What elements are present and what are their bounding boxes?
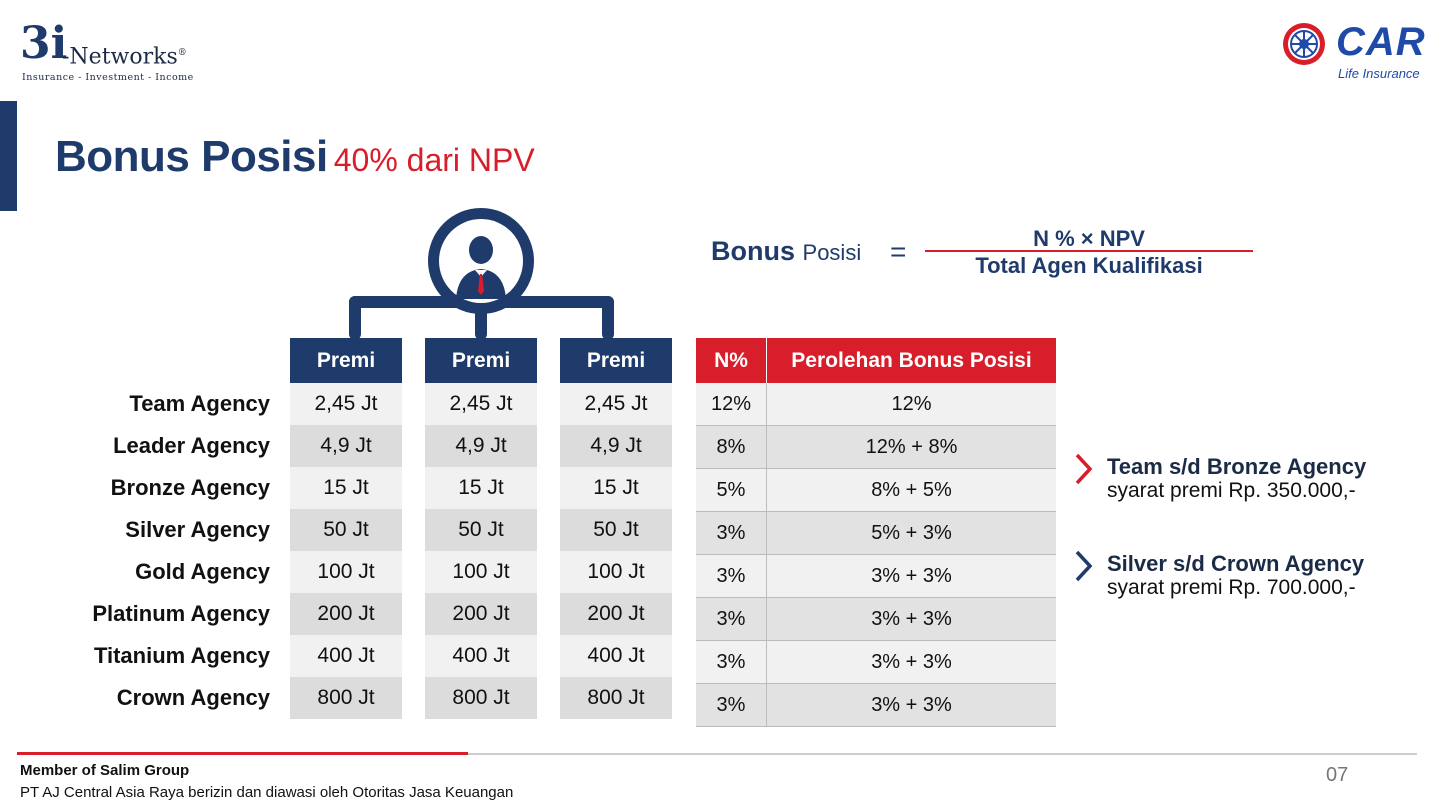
bonus-cell: 12% + 8% — [865, 435, 958, 458]
agency-label: Crown Agency — [116, 685, 270, 710]
table-row: 3% 3% + 3% — [696, 641, 1056, 684]
bonus-table: N% Perolehan Bonus Posisi 12% 12% 8% 12%… — [696, 338, 1056, 727]
footer-accent-line — [17, 752, 468, 755]
header-perolehan: Perolehan Bonus Posisi — [767, 338, 1056, 383]
premi-header: Premi — [290, 338, 402, 383]
formula-numerator: N % × NPV — [1033, 226, 1145, 251]
bonus-cell: 5% + 3% — [871, 521, 952, 544]
formula-lhs: Bonus Posisi — [711, 236, 862, 266]
formula-equals: = — [890, 236, 907, 267]
bonus-cell: 3% + 3% — [871, 607, 952, 630]
table-row: 3% 3% + 3% — [696, 684, 1056, 727]
accent-bar — [0, 101, 17, 211]
chevron-right-icon — [1075, 550, 1093, 582]
agency-labels: Team Agency Leader Agency Bronze Agency … — [40, 383, 270, 719]
agency-label: Platinum Agency — [92, 601, 270, 626]
premi-cell: 15 Jt — [425, 467, 537, 509]
n-percent-cell: 3% — [696, 641, 767, 683]
note-heading: Silver s/d Crown Agency — [1107, 551, 1365, 576]
fraction-line — [925, 250, 1253, 252]
table-row: 3% 3% + 3% — [696, 555, 1056, 598]
premi-cell: 2,45 Jt — [425, 383, 537, 425]
logo-name: -Networks® — [62, 44, 187, 70]
page-number: 07 — [1326, 764, 1349, 786]
bonus-cell: 3% + 3% — [871, 693, 952, 716]
premi-cell: 4,9 Jt — [290, 425, 402, 467]
footer-divider — [17, 753, 1417, 755]
tree-branch-right — [602, 296, 614, 340]
formula-denominator: Total Agen Kualifikasi — [975, 253, 1203, 278]
premi-cell: 800 Jt — [425, 677, 537, 719]
premi-header: Premi — [560, 338, 672, 383]
logo-mark: 3i — [20, 18, 68, 69]
n-percent-cell: 3% — [696, 598, 767, 640]
premi-cell: 200 Jt — [290, 593, 402, 635]
n-percent-cell: 8% — [696, 426, 767, 468]
premi-column-1: Premi 2,45 Jt 4,9 Jt 15 Jt 50 Jt 100 Jt … — [290, 338, 402, 719]
footer-disclaimer: PT AJ Central Asia Raya berizin dan diaw… — [20, 784, 514, 801]
premi-cell: 50 Jt — [425, 509, 537, 551]
bonus-cell: 3% + 3% — [871, 564, 952, 587]
premi-cell: 400 Jt — [290, 635, 402, 677]
n-percent-cell: 5% — [696, 469, 767, 511]
n-percent-cell: 12% — [696, 383, 767, 425]
premi-cell: 400 Jt — [425, 635, 537, 677]
premi-cell: 200 Jt — [560, 593, 672, 635]
page-title: Bonus Posisi 40% dari NPV — [55, 132, 535, 182]
n-percent-cell: 3% — [696, 684, 767, 726]
premi-cell: 15 Jt — [290, 467, 402, 509]
bonus-cell: 8% + 5% — [871, 478, 952, 501]
car-emblem-icon — [1283, 23, 1325, 65]
premi-cell: 50 Jt — [290, 509, 402, 551]
bonus-cell: 3% + 3% — [871, 650, 952, 673]
premi-cell: 100 Jt — [290, 551, 402, 593]
table-row: 8% 12% + 8% — [696, 426, 1056, 469]
note-detail: syarat premi Rp. 700.000,- — [1107, 576, 1356, 599]
bonus-cell: 12% — [891, 392, 932, 415]
n-percent-cell: 3% — [696, 512, 767, 554]
agency-label: Silver Agency — [125, 517, 270, 542]
note-heading: Team s/d Bronze Agency — [1107, 454, 1367, 479]
premi-column-2: Premi 2,45 Jt 4,9 Jt 15 Jt 50 Jt 100 Jt … — [425, 338, 537, 719]
note-detail: syarat premi Rp. 350.000,- — [1107, 479, 1356, 502]
networks-logo: 3i -Networks® Insurance - Investment - I… — [20, 22, 210, 84]
premi-header: Premi — [425, 338, 537, 383]
car-logo: CAR Life Insurance — [1282, 20, 1432, 86]
car-logo-subtitle: Life Insurance — [1338, 66, 1420, 81]
premi-cell: 200 Jt — [425, 593, 537, 635]
logo-tagline: Insurance - Investment - Income — [22, 72, 194, 83]
agency-label: Gold Agency — [135, 559, 270, 584]
n-percent-cell: 3% — [696, 555, 767, 597]
agency-label: Titanium Agency — [93, 643, 270, 668]
premi-column-3: Premi 2,45 Jt 4,9 Jt 15 Jt 50 Jt 100 Jt … — [560, 338, 672, 719]
car-logo-text: CAR — [1336, 20, 1426, 64]
premi-cell: 2,45 Jt — [290, 383, 402, 425]
businessman-icon — [456, 236, 506, 299]
agency-label: Bronze Agency — [110, 475, 270, 500]
title-sub: 40% dari NPV — [333, 142, 535, 178]
premi-cell: 400 Jt — [560, 635, 672, 677]
premi-cell: 50 Jt — [560, 509, 672, 551]
agency-label: Leader Agency — [113, 433, 270, 458]
premi-cell: 800 Jt — [290, 677, 402, 719]
premi-cell: 15 Jt — [560, 467, 672, 509]
premi-cell: 100 Jt — [425, 551, 537, 593]
premi-cell: 4,9 Jt — [425, 425, 537, 467]
table-row: 3% 5% + 3% — [696, 512, 1056, 555]
premi-cell: 100 Jt — [560, 551, 672, 593]
chevron-right-icon — [1075, 453, 1093, 485]
table-row: 3% 3% + 3% — [696, 598, 1056, 641]
tree-branch-left — [349, 296, 361, 340]
bonus-table-header: N% Perolehan Bonus Posisi — [696, 338, 1056, 383]
agency-label: Team Agency — [129, 391, 270, 416]
premi-cell: 800 Jt — [560, 677, 672, 719]
table-row: 5% 8% + 5% — [696, 469, 1056, 512]
footer-group: Member of Salim Group — [20, 762, 190, 779]
title-main: Bonus Posisi — [55, 132, 328, 181]
premi-cell: 4,9 Jt — [560, 425, 672, 467]
table-row: 12% 12% — [696, 383, 1056, 426]
premi-cell: 2,45 Jt — [560, 383, 672, 425]
header-n-percent: N% — [696, 338, 767, 383]
